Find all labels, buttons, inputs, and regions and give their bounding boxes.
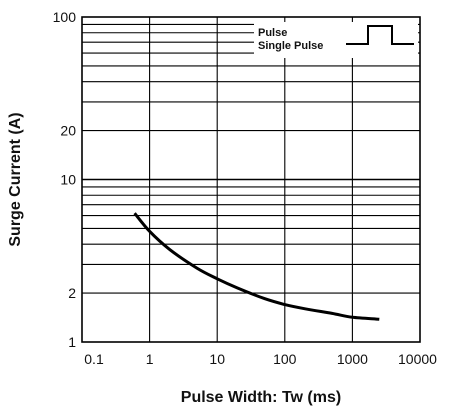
plot-frame [81, 16, 421, 343]
legend-label-pulse: Pulse [258, 27, 287, 39]
x-tick-label: 1000 [337, 351, 368, 367]
surge-current-curve [133, 212, 380, 321]
x-tick-label: 1 [146, 351, 154, 367]
x-axis-title: Pulse Width: Tw (ms) [181, 389, 341, 406]
y-tick-label: 1 [68, 334, 76, 350]
y-tick-label: 100 [53, 9, 77, 25]
y-tick-label: 10 [60, 172, 76, 188]
pulse-waveform-icon [346, 25, 414, 45]
legend-background [254, 22, 418, 58]
x-gridlines [149, 17, 353, 342]
y-tick-label: 2 [68, 285, 76, 301]
y-tick-labels: 1 2 10 20 100 [53, 9, 77, 350]
x-tick-label: 10000 [398, 351, 437, 367]
y-gridlines [82, 23, 420, 294]
x-tick-label: 0.1 [84, 351, 104, 367]
y-tick-label: 20 [60, 123, 76, 139]
y-axis-title: Surge Current (A) [7, 112, 24, 246]
x-tick-label: 100 [273, 351, 297, 367]
x-tick-labels: 0.1 1 10 100 1000 10000 [84, 351, 437, 367]
legend: Pulse Single Pulse [254, 22, 418, 58]
x-tick-label: 10 [209, 351, 225, 367]
legend-label-single-pulse: Single Pulse [258, 40, 323, 52]
